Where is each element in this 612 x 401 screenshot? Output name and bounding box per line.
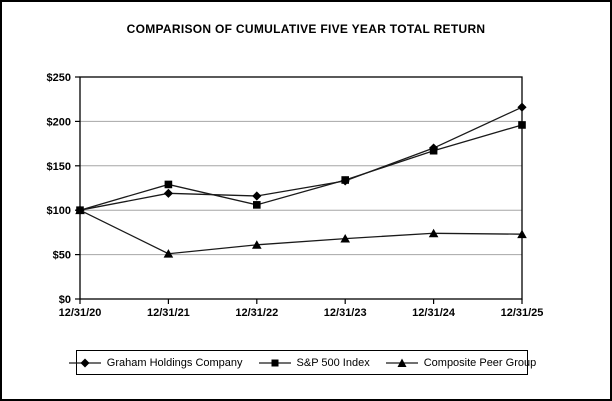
svg-text:$200: $200 [47,116,71,128]
svg-text:12/31/23: 12/31/23 [324,307,367,319]
svg-text:$0: $0 [59,294,71,306]
chart-legend: Graham Holdings Company S&P 500 Index Co… [68,350,536,375]
svg-text:12/31/24: 12/31/24 [412,307,456,319]
legend-label: Composite Peer Group [423,356,537,369]
y-axis-labels: $0 $50 $100 $150 $200 $250 [47,72,80,306]
legend-label: S&P 500 Index [296,356,370,369]
x-axis-labels: 12/31/20 12/31/21 12/31/22 12/31/23 12/31/24… [59,299,544,319]
svg-text:$50: $50 [53,250,71,262]
legend-label: Graham Holdings Company [106,356,243,369]
series-composite-peer-group [75,205,527,258]
svg-text:$250: $250 [47,72,71,84]
legend-item-sp500: S&P 500 Index [258,357,370,369]
svg-text:12/31/22: 12/31/22 [235,307,278,319]
legend-item-composite-peer-group: Composite Peer Group [385,356,537,369]
series-graham-holdings-company [75,102,527,215]
chart-title: COMPARISON OF CUMULATIVE FIVE YEAR TOTAL… [126,22,486,36]
series-s-p-500-index [76,121,526,214]
diamond-marker-icon [68,358,101,367]
gridlines [80,120,522,256]
triangle-marker-icon [385,358,418,367]
svg-text:12/31/25: 12/31/25 [501,307,544,319]
svg-text:$100: $100 [47,205,71,217]
svg-text:$150: $150 [47,161,71,173]
svg-text:12/31/20: 12/31/20 [59,307,102,319]
legend-item-graham-holdings: Graham Holdings Company [68,357,243,369]
svg-text:12/31/21: 12/31/21 [147,307,190,319]
plot-frame [79,76,523,300]
square-marker-icon [258,359,291,366]
